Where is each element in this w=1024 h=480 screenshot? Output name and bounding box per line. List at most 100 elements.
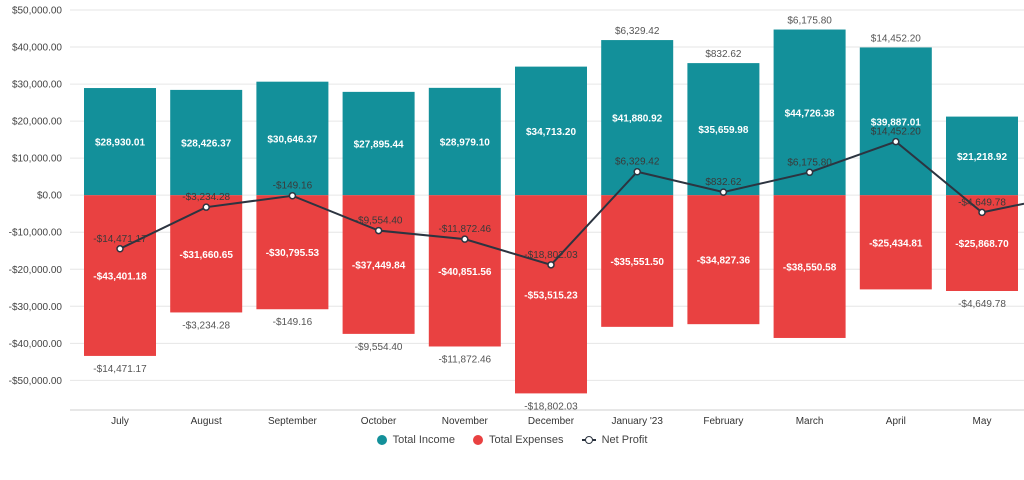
legend-item-expenses[interactable]: Total Expenses [472,434,564,446]
expense-value-label: -$37,449.84 [352,261,406,272]
income-swatch-icon [376,435,387,445]
income-value-label: $28,930.01 [95,138,145,149]
stack-total-label: $6,329.42 [615,26,660,37]
income-bar [170,89,243,196]
expense-value-label: -$43,401.18 [93,272,147,283]
net-profit-label: $6,175.80 [787,157,832,168]
net-profit-point [633,167,641,176]
income-value-label: $44,726.38 [785,108,835,119]
income-value-label: $39,887.01 [871,117,921,128]
stack-total-label: -$11,872.46 [438,354,491,365]
net-profit-label: -$11,872.46 [438,224,491,235]
income-value-label: $35,659.98 [698,125,748,136]
stack-total-label: -$149.16 [273,317,313,328]
stack-total-label: -$3,234.28 [182,320,230,331]
chart-svg: $50,000.00 $40,000.00 $30,000.00 $20,000.00… [9,6,1024,427]
income-value-label: $27,895.44 [354,140,404,151]
income-value-label: $30,646.37 [267,134,317,145]
expense-value-label: -$35,551.50 [611,257,665,268]
x-tick-label: April [886,416,906,427]
expense-value-label: -$25,868.70 [955,239,1009,250]
legend: Total Income Total Expenses Net Profit [0,434,1024,446]
expense-bar [859,195,932,290]
income-value-label: $21,218.92 [957,152,1007,163]
expense-bar [84,195,156,356]
x-tick-label: September [268,416,318,427]
legend-item-income[interactable]: Total Income [376,434,455,446]
net-profit-point [461,235,469,243]
net-profit-label: $832.62 [705,177,742,188]
net-profit-label: -$9,554.40 [355,216,403,227]
x-tick-label: December [528,416,575,427]
income-bar [773,29,846,196]
net-profit-line-icon [581,435,596,445]
net-profit-label: $6,329.42 [615,157,660,168]
net-profit-label: -$14,471.17 [93,234,147,245]
expense-value-label: -$34,827.36 [697,256,751,267]
stack-total-label: -$9,554.40 [355,342,403,353]
legend-item-net-profit[interactable]: Net Profit [581,434,648,446]
expense-bar [515,195,587,394]
net-profit-point [547,261,555,269]
x-tick-label: October [361,416,397,427]
expense-value-label: -$38,550.58 [783,263,837,274]
expense-bar [342,195,415,334]
income-bar [256,81,329,196]
stack-total-label: $832.62 [705,49,742,60]
y-tick-label: $0.00 [37,191,62,202]
net-profit-line [119,140,1024,266]
y-tick-label: $50,000.00 [12,6,62,17]
net-profit-label: -$149.16 [273,181,313,192]
y-tick-label: $40,000.00 [12,43,62,54]
net-profit-label: -$18,802.03 [524,250,578,261]
expense-value-label: -$53,515.23 [524,290,578,301]
legend-label-income: Total Income [392,434,455,446]
income-bar [946,116,1018,196]
y-tick-label: -$20,000.00 [9,265,63,276]
expense-bar [170,195,243,313]
stack-total-label: $14,452.20 [871,33,921,44]
y-tick-label: $20,000.00 [12,117,62,128]
net-profit-point [892,137,900,146]
x-tick-label: January '23 [612,416,664,427]
income-bar [859,47,932,196]
legend-label-net-profit: Net Profit [601,434,648,446]
expense-bar [601,195,674,327]
expense-bar [256,195,329,310]
y-tick-label: -$50,000.00 [9,376,63,387]
y-tick-label: -$40,000.00 [9,339,63,350]
x-tick-label: May [973,416,992,427]
x-tick-label: August [191,416,222,427]
net-profit-label: $14,452.20 [871,127,921,138]
net-profit-point [202,203,210,211]
net-profit-label: -$3,234.28 [182,192,230,203]
x-tick-label: March [796,416,824,427]
income-bar [515,66,587,196]
y-tick-label: -$30,000.00 [9,302,63,313]
expense-bar [687,195,760,325]
expense-value-label: -$30,795.53 [266,248,320,259]
expense-bar [773,195,846,338]
net-profit-point [805,168,814,177]
expense-value-label: -$31,660.65 [180,250,234,261]
net-profit-point [374,226,383,235]
legend-label-expenses: Total Expenses [488,434,564,446]
income-bar [84,88,156,196]
income-bar [428,87,501,196]
expense-value-label: -$40,851.56 [438,267,492,278]
x-tick-label: February [703,416,743,427]
x-tick-label: July [111,416,129,427]
x-tick-label: November [442,416,489,427]
income-bar [342,91,415,196]
y-tick-label: $10,000.00 [12,154,62,165]
income-value-label: $41,880.92 [612,114,662,125]
income-value-label: $28,426.37 [181,139,231,150]
income-value-label: $34,713.20 [526,127,576,138]
stack-total-label: -$14,471.17 [93,364,147,375]
expense-bar [428,195,501,347]
income-bar [687,63,760,196]
expenses-swatch-icon [472,435,483,445]
net-profit-point [288,191,297,200]
net-profit-point [978,208,986,217]
